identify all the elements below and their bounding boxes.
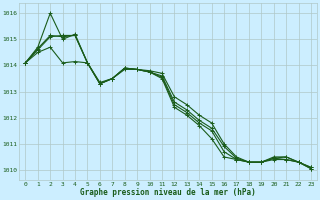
X-axis label: Graphe pression niveau de la mer (hPa): Graphe pression niveau de la mer (hPa) (80, 188, 256, 197)
